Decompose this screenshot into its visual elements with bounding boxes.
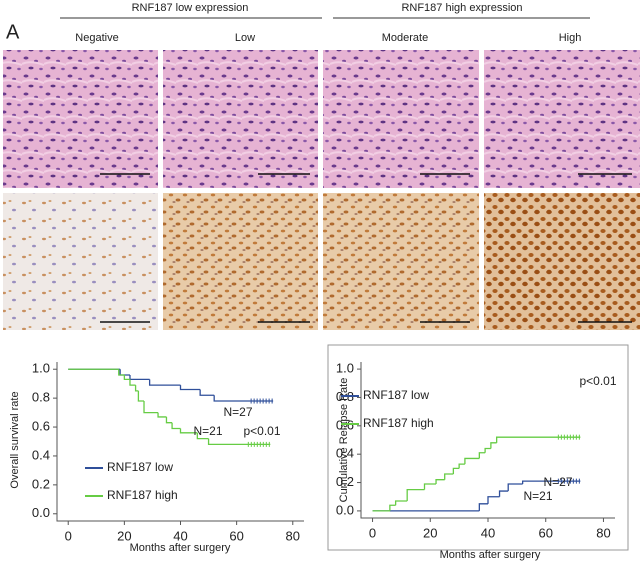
ihc-image (484, 193, 640, 330)
step-segment (213, 395, 274, 402)
x-tick-label: 20 (423, 525, 437, 540)
he-image (484, 50, 640, 188)
y-axis-title: Overall survival rate (9, 391, 21, 488)
y-axis-title: Cumulative Relapse Rate (338, 378, 350, 503)
step-segment (196, 432, 209, 440)
annotation: N=27 (543, 475, 572, 489)
column-label: Moderate (382, 32, 428, 44)
step-curve (372, 434, 581, 512)
step-curve (68, 368, 271, 447)
step-segment (490, 442, 497, 449)
scale-bars (100, 173, 632, 323)
annotation: N=21 (523, 489, 552, 503)
x-tick-label: 60 (229, 528, 243, 543)
step-segment (179, 385, 201, 391)
step-segment (484, 447, 491, 453)
step-segment (464, 457, 480, 465)
y-tick-label: 0.6 (32, 418, 50, 433)
step-segment (478, 452, 486, 459)
step-segment (487, 496, 500, 504)
step-segment (394, 500, 408, 506)
step-segment (458, 463, 465, 469)
step-segment (423, 483, 437, 490)
step-segment (435, 479, 445, 484)
annotation: p<0.01 (579, 374, 616, 388)
group-label: RNF187 low expression (132, 2, 249, 14)
x-tick-label: 0 (65, 528, 72, 543)
ihc-image (163, 193, 318, 330)
x-tick-label: 40 (481, 525, 495, 540)
step-segment (478, 503, 488, 511)
y-tick-label: 0.2 (32, 476, 50, 491)
y-tick-label: 0.4 (32, 447, 50, 462)
chart-frame (327, 344, 629, 551)
step-segment (389, 504, 396, 511)
x-tick-label: 60 (538, 525, 552, 540)
step-segment (137, 390, 145, 402)
column-label: High (559, 32, 582, 44)
y-tick-label: 1.0 (32, 361, 50, 376)
legend-label: RNF187 low (107, 460, 173, 474)
annotation: N=27 (223, 405, 252, 419)
chart: 0.0 0.2 0.4 0.6 0.8 1.0 0 20 40 60 80 Overall survi… (9, 361, 304, 554)
ihc-image (323, 193, 479, 330)
x-tick-label: 80 (286, 528, 300, 543)
he-image (3, 50, 158, 188)
y-tick-label: 0.2 (336, 474, 354, 489)
step-curve (68, 368, 274, 404)
step-segment (199, 389, 215, 396)
step-segment (129, 379, 136, 386)
step-segment (157, 412, 167, 418)
step-segment (507, 483, 523, 492)
x-tick-label: 40 (173, 528, 187, 543)
panel-label: A (6, 21, 20, 43)
step-segment (118, 369, 125, 376)
step-segment (444, 473, 454, 480)
step-segment (119, 369, 130, 376)
legend-label: RNF187 high (363, 416, 434, 430)
ihc-image (3, 193, 158, 330)
step-segment (207, 438, 271, 446)
header: A RNF187 low expression RNF187 high expr… (6, 2, 590, 44)
x-tick-label: 80 (596, 525, 610, 540)
annotation: N=21 (193, 424, 222, 438)
y-tick-label: 1.0 (336, 361, 354, 376)
step-segment (496, 436, 581, 443)
axis-line (56, 362, 304, 522)
step-segment (165, 416, 173, 424)
step-segment (179, 428, 198, 434)
step-segment (452, 467, 460, 475)
he-image (323, 50, 479, 188)
group-label: RNF187 high expression (401, 2, 522, 14)
column-label: Low (235, 32, 255, 44)
step-segment (123, 375, 130, 380)
step-segment (498, 490, 509, 497)
x-tick-label: 0 (369, 525, 376, 540)
step-segment (406, 488, 425, 501)
step-segment (143, 401, 159, 414)
step-segment (129, 375, 150, 380)
legend-label: RNF187 low (363, 388, 429, 402)
step-segment (148, 379, 181, 386)
micrographs (3, 50, 640, 330)
step-segment (171, 422, 181, 430)
y-tick-label: 0.0 (32, 505, 50, 520)
he-image (163, 50, 318, 188)
x-axis-title: Months after surgery (130, 542, 231, 554)
legend-label: RNF187 high (107, 488, 178, 502)
column-label: Negative (75, 32, 118, 44)
x-axis-title: Months after surgery (440, 549, 541, 561)
axis-line (360, 362, 615, 519)
y-tick-label: 0.4 (336, 446, 354, 461)
y-tick-label: 0.0 (336, 502, 354, 517)
step-segment (134, 385, 139, 392)
annotation: p<0.01 (243, 424, 280, 438)
y-tick-label: 0.8 (32, 390, 50, 405)
x-tick-label: 20 (117, 528, 131, 543)
